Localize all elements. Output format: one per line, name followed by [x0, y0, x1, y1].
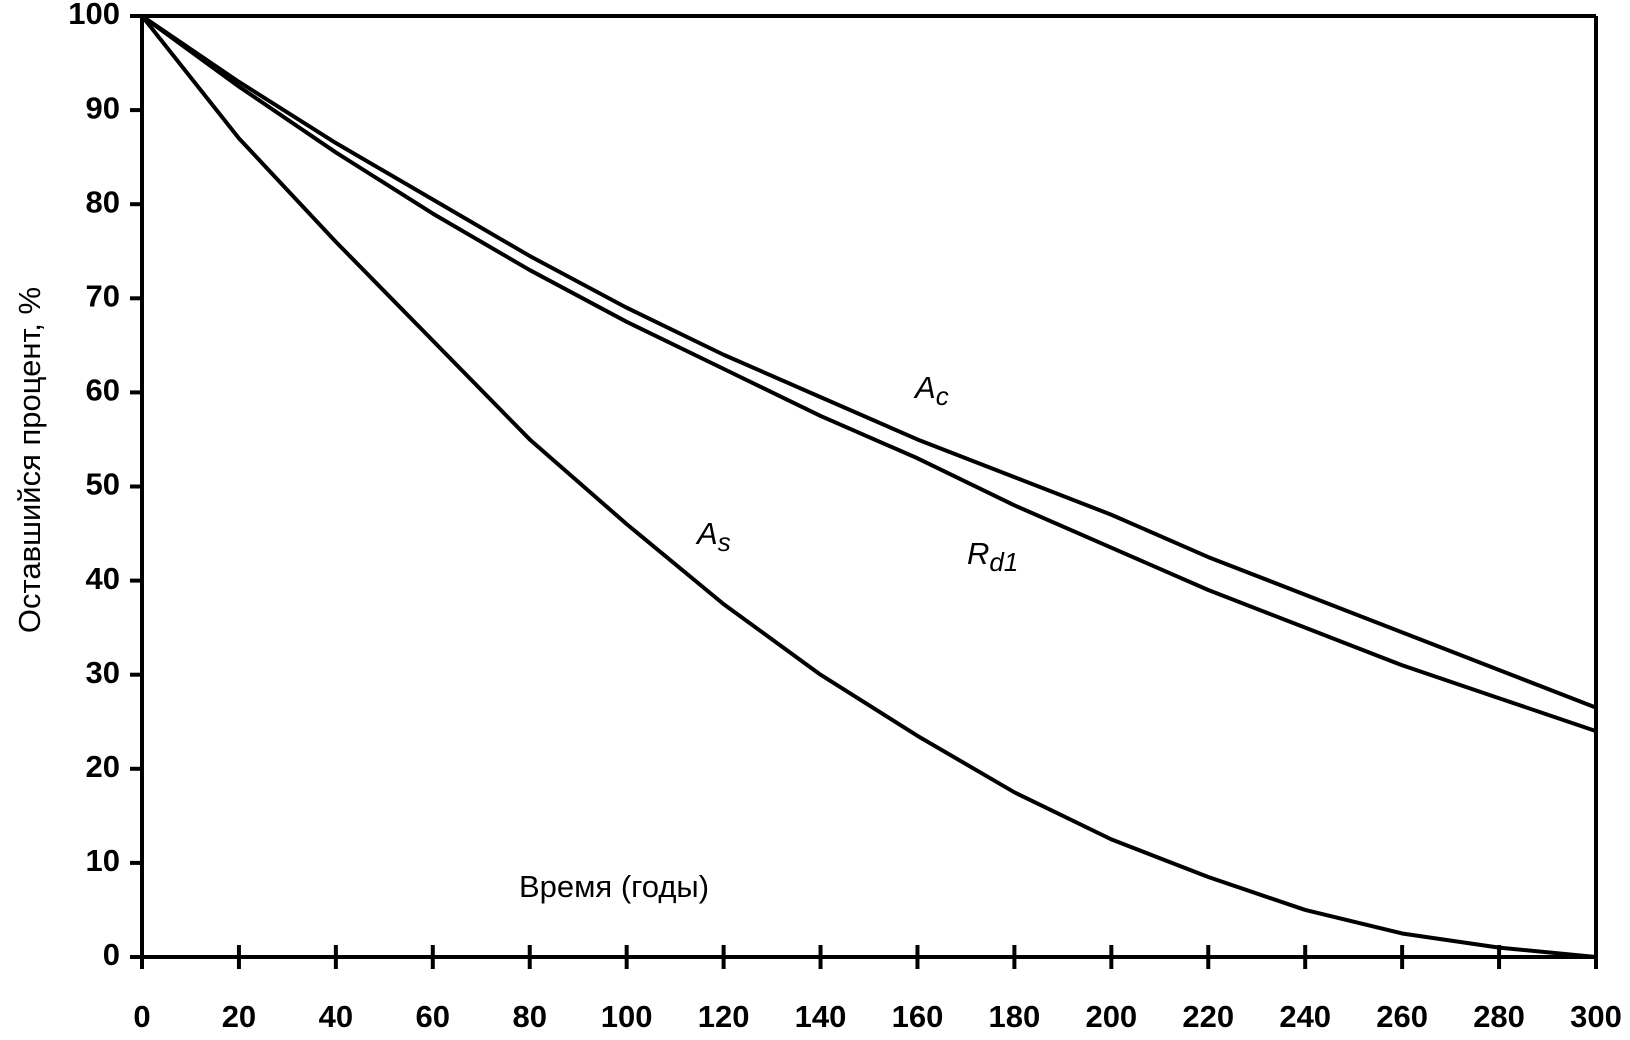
curve-label: Ac	[913, 370, 949, 411]
y-tick-label: 70	[86, 278, 120, 313]
curve-label-main: A	[913, 370, 936, 405]
x-tick-label: 240	[1279, 999, 1331, 1034]
curve-label-sub: d1	[989, 547, 1018, 577]
x-tick-label: 100	[601, 999, 653, 1034]
x-tick-label: 60	[416, 999, 450, 1034]
x-tick-label: 80	[512, 999, 546, 1034]
x-tick-label: 20	[222, 999, 256, 1034]
y-tick-label: 40	[86, 561, 120, 596]
y-tick-label: 50	[86, 467, 120, 502]
y-tick-label: 60	[86, 373, 120, 408]
y-tick-label: 10	[86, 843, 120, 878]
series-line	[140, 14, 1597, 710]
y-tick-label: 90	[86, 90, 120, 125]
curve-label-sub: s	[718, 527, 731, 557]
curve-label-main: R	[967, 536, 989, 571]
x-tick-label: 0	[133, 999, 150, 1034]
y-tick-label: 0	[103, 937, 120, 972]
y-tick-label: 30	[86, 655, 120, 690]
x-tick-label: 120	[698, 999, 750, 1034]
y-tick-label: 100	[68, 0, 120, 31]
series-line	[140, 14, 1597, 734]
series-line	[140, 14, 1597, 959]
y-tick-label: 80	[86, 184, 120, 219]
x-tick-label: 180	[989, 999, 1041, 1034]
y-tick-label: 20	[86, 749, 120, 784]
y-axis-label: Оставшийся процент, %	[12, 287, 47, 633]
x-tick-label: 140	[795, 999, 847, 1034]
x-tick-label: 200	[1085, 999, 1137, 1034]
x-tick-label: 220	[1182, 999, 1234, 1034]
curve-label-sub: c	[936, 381, 949, 411]
x-tick-label: 160	[892, 999, 944, 1034]
x-tick-label: 280	[1473, 999, 1525, 1034]
curve-label-main: A	[695, 516, 718, 551]
x-tick-label: 40	[319, 999, 353, 1034]
x-tick-label: 300	[1570, 999, 1622, 1034]
curve-label: As	[695, 516, 731, 557]
x-axis-label: Время (годы)	[519, 869, 709, 904]
curve-label: Rd1	[967, 536, 1018, 577]
x-tick-label: 260	[1376, 999, 1428, 1034]
